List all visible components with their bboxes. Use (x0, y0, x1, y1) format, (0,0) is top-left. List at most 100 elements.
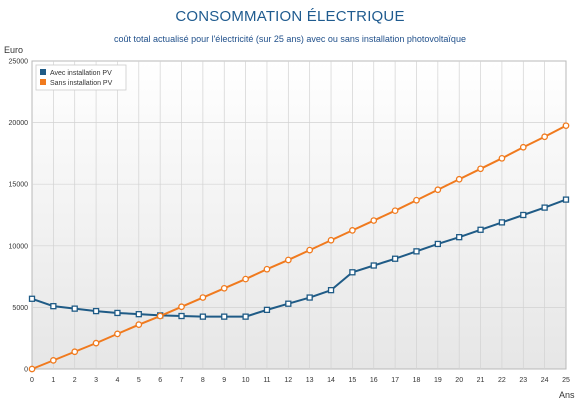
data-point (498, 154, 506, 162)
data-point (349, 227, 356, 234)
x-tick-label: 1 (51, 377, 55, 384)
x-tick-label: 5 (137, 377, 141, 384)
data-point (114, 309, 121, 317)
data-point (92, 339, 100, 347)
data-point (413, 196, 420, 204)
legend-label-avec: Avec installation PV (50, 70, 112, 77)
data-point (391, 207, 399, 215)
data-point (519, 143, 527, 151)
series-0 (28, 196, 570, 320)
data-point (92, 307, 100, 315)
data-point (413, 248, 420, 255)
x-tick-label: 14 (327, 377, 335, 384)
data-point (284, 256, 292, 264)
data-point (370, 217, 378, 224)
data-point (28, 365, 36, 373)
data-point (498, 219, 506, 226)
x-tick-label: 8 (201, 377, 205, 384)
data-point (562, 122, 570, 130)
x-tick-label: 19 (434, 377, 442, 384)
data-point (370, 262, 377, 269)
y-tick-label: 0 (24, 367, 28, 374)
data-point (541, 204, 548, 211)
y-tick-label: 20000 (9, 120, 29, 127)
x-tick-label: 15 (349, 377, 357, 384)
x-tick-label: 12 (284, 377, 292, 384)
x-tick-label: 11 (263, 377, 270, 384)
series-line (31, 124, 567, 370)
x-tick-label: 22 (498, 377, 506, 384)
legend-swatch-avec (40, 69, 46, 75)
x-tick-label: 20 (455, 377, 463, 384)
data-point (178, 303, 185, 311)
legend-box (35, 64, 127, 91)
data-point (263, 306, 271, 314)
data-point (178, 312, 185, 320)
x-tick-label: 21 (477, 377, 485, 384)
legend-label-sans: Sans installation PV (50, 80, 113, 87)
x-tick-label: 3 (94, 377, 98, 384)
x-tick-label: 25 (562, 377, 570, 384)
data-point (50, 303, 57, 310)
x-tick-label: 7 (180, 377, 184, 384)
x-tick-label: 0 (30, 377, 34, 384)
data-point (477, 165, 484, 173)
data-point (114, 330, 121, 338)
data-point (221, 313, 228, 320)
legend-swatch-sans (40, 79, 46, 85)
data-point (285, 300, 292, 307)
data-point (477, 226, 484, 233)
y-tick-label: 25000 (9, 59, 29, 66)
x-tick-label: 18 (413, 377, 421, 384)
y-tick-label: 15000 (9, 182, 29, 189)
data-point (327, 236, 335, 244)
data-point (306, 246, 314, 254)
data-point (156, 312, 164, 320)
x-tick-label: 10 (242, 377, 250, 384)
legend: Avec installation PV Sans installation P… (35, 64, 127, 91)
x-tick-label: 13 (306, 377, 314, 384)
data-point (50, 357, 57, 364)
x-tick-label: 16 (370, 377, 378, 384)
x-tick-label: 2 (73, 377, 77, 384)
data-point (242, 313, 249, 320)
data-point (263, 265, 271, 273)
chart-title: CONSOMMATION ÉLECTRIQUE (175, 8, 405, 25)
series-1 (28, 122, 570, 373)
chart-subtitle: coût total actualisé pour l'électricité … (114, 34, 466, 44)
y-tick-label: 10000 (9, 243, 29, 250)
data-point (135, 311, 142, 318)
x-tick-label: 6 (158, 377, 162, 384)
data-point (391, 255, 399, 262)
data-point (199, 294, 207, 301)
data-point (220, 284, 228, 292)
data-point (306, 294, 313, 301)
x-axis-label: Ans (559, 390, 575, 400)
data-point (242, 275, 249, 283)
x-tick-label: 4 (115, 377, 119, 384)
data-point (71, 305, 78, 312)
data-point (434, 240, 441, 248)
data-point (135, 321, 143, 328)
data-point (434, 186, 442, 194)
data-point (541, 133, 548, 141)
y-axis-label: Euro (4, 45, 23, 55)
data-point (520, 211, 527, 219)
x-tick-label: 23 (519, 377, 527, 384)
x-tick-label: 17 (391, 377, 399, 384)
x-tick-label: 24 (541, 377, 549, 384)
y-tick-label: 5000 (12, 305, 28, 312)
data-point (455, 175, 463, 183)
series-line (31, 198, 567, 318)
data-point (562, 196, 570, 203)
data-point (349, 269, 356, 276)
axes: 0 1 2 3 4 5 6 7 8 9 10 11 12 13 14 15 16 17 18 19 20 21 22 23 24… (9, 59, 570, 385)
data-point (71, 348, 79, 356)
data-point (199, 313, 207, 320)
series (28, 122, 570, 373)
data-point (28, 295, 36, 302)
data-point (327, 287, 335, 294)
x-tick-label: 9 (222, 377, 226, 384)
